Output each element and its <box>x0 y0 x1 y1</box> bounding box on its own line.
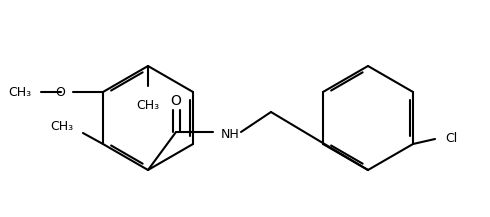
Text: CH₃: CH₃ <box>136 99 160 112</box>
Text: O: O <box>171 94 181 108</box>
Text: CH₃: CH₃ <box>50 120 73 133</box>
Text: Cl: Cl <box>445 133 457 146</box>
Text: CH₃: CH₃ <box>8 85 31 99</box>
Text: O: O <box>55 85 65 99</box>
Text: NH: NH <box>221 128 240 140</box>
